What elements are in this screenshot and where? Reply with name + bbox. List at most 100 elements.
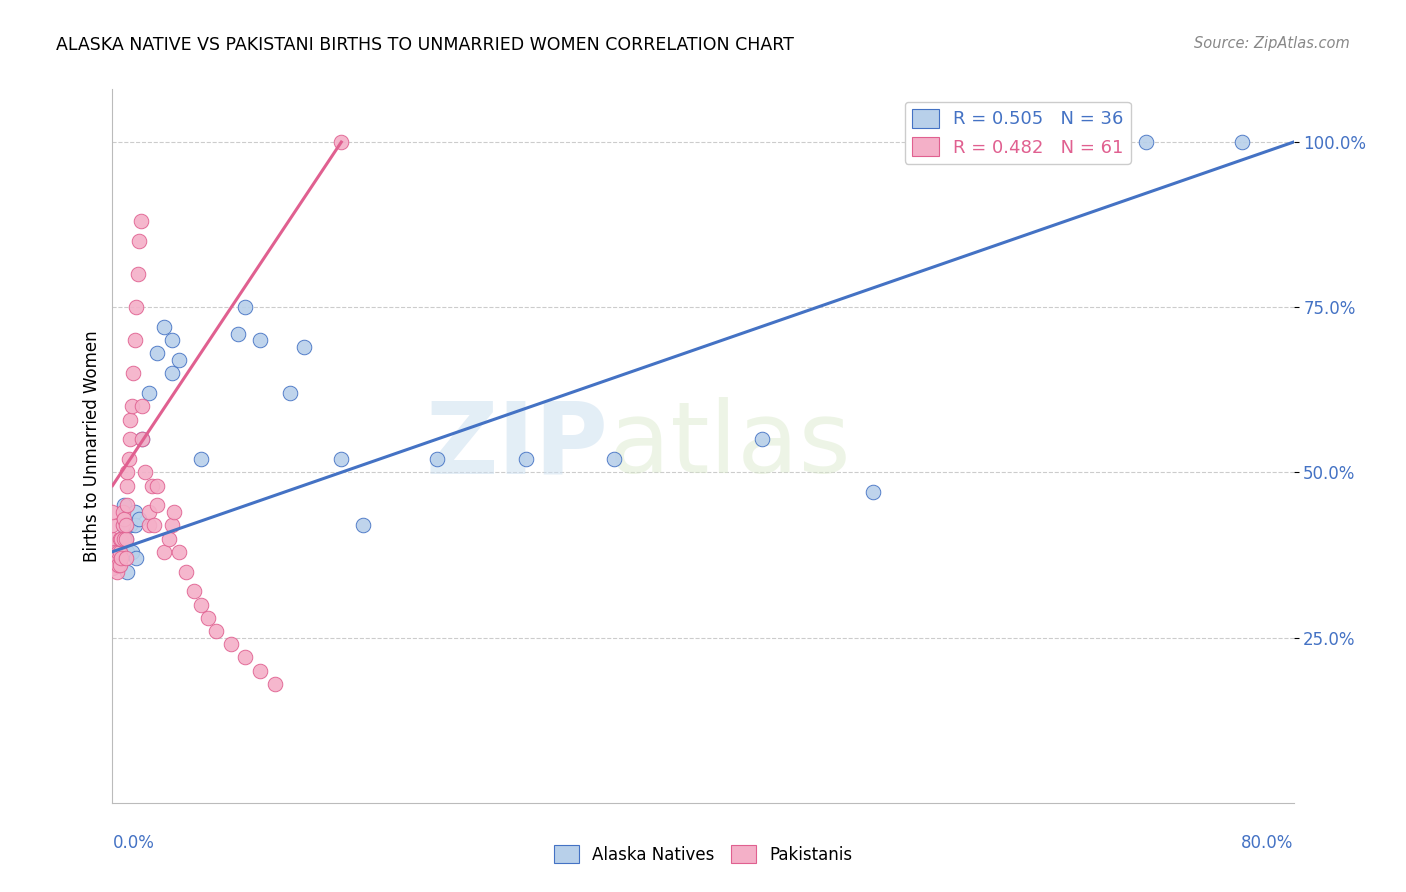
Point xyxy=(114,518,136,533)
Text: 0.0%: 0.0% xyxy=(112,834,155,852)
Point xyxy=(114,532,136,546)
Point xyxy=(190,452,212,467)
Point xyxy=(138,518,160,533)
Point xyxy=(114,551,136,566)
Point xyxy=(118,452,141,467)
Point xyxy=(111,505,134,519)
Point xyxy=(146,499,169,513)
Point xyxy=(160,518,183,533)
Point xyxy=(117,499,138,513)
Point xyxy=(128,234,150,248)
Point xyxy=(114,532,136,546)
Point xyxy=(264,677,287,691)
Point xyxy=(138,386,160,401)
Point xyxy=(219,637,242,651)
Point xyxy=(146,478,169,492)
Point xyxy=(205,624,228,638)
Point xyxy=(105,551,128,566)
Point xyxy=(163,505,186,519)
Point xyxy=(108,532,131,546)
Point xyxy=(131,400,153,414)
Text: Source: ZipAtlas.com: Source: ZipAtlas.com xyxy=(1194,36,1350,51)
Point xyxy=(352,518,374,533)
Point xyxy=(112,532,135,546)
Text: 80.0%: 80.0% xyxy=(1241,834,1294,852)
Point xyxy=(330,135,353,149)
Point xyxy=(190,598,212,612)
Point xyxy=(101,532,124,546)
Point xyxy=(278,386,301,401)
Point xyxy=(124,518,146,533)
Point xyxy=(101,561,124,575)
Point xyxy=(125,300,148,314)
Point xyxy=(292,340,315,354)
Point xyxy=(197,611,219,625)
Point xyxy=(121,545,143,559)
Point xyxy=(101,505,124,519)
Point xyxy=(134,466,156,480)
Point xyxy=(121,400,143,414)
Point xyxy=(128,511,150,525)
Legend: Alaska Natives, Pakistanis: Alaska Natives, Pakistanis xyxy=(547,838,859,871)
Point xyxy=(751,433,773,447)
Point xyxy=(146,346,169,360)
Point xyxy=(104,545,127,559)
Point xyxy=(107,558,129,572)
Point xyxy=(1230,135,1253,149)
Point xyxy=(233,300,256,314)
Point xyxy=(160,333,183,347)
Point xyxy=(249,333,271,347)
Point xyxy=(141,478,163,492)
Point xyxy=(117,565,138,579)
Point xyxy=(101,518,124,533)
Point xyxy=(183,584,205,599)
Point xyxy=(330,452,353,467)
Point xyxy=(131,433,153,447)
Point xyxy=(233,650,256,665)
Point xyxy=(167,353,190,368)
Point xyxy=(105,565,128,579)
Point xyxy=(603,452,626,467)
Legend: R = 0.505   N = 36, R = 0.482   N = 61: R = 0.505 N = 36, R = 0.482 N = 61 xyxy=(904,102,1130,164)
Point xyxy=(112,511,135,525)
Point xyxy=(104,555,127,569)
Point xyxy=(112,499,135,513)
Point xyxy=(1135,135,1157,149)
Point xyxy=(117,545,138,559)
Point xyxy=(120,518,142,533)
Point xyxy=(131,433,153,447)
Point xyxy=(124,333,146,347)
Point xyxy=(120,433,142,447)
Point xyxy=(226,326,249,341)
Point xyxy=(142,518,165,533)
Point xyxy=(110,532,132,546)
Point xyxy=(108,558,131,572)
Point xyxy=(153,545,176,559)
Point xyxy=(122,367,145,381)
Point xyxy=(426,452,449,467)
Point xyxy=(108,558,131,572)
Point xyxy=(101,545,124,559)
Point xyxy=(111,518,134,533)
Point xyxy=(157,532,180,546)
Point xyxy=(120,412,142,426)
Point xyxy=(124,505,146,519)
Y-axis label: Births to Unmarried Women: Births to Unmarried Women xyxy=(83,330,101,562)
Point xyxy=(101,561,124,575)
Text: ZIP: ZIP xyxy=(426,398,609,494)
Point xyxy=(153,320,176,334)
Text: ALASKA NATIVE VS PAKISTANI BIRTHS TO UNMARRIED WOMEN CORRELATION CHART: ALASKA NATIVE VS PAKISTANI BIRTHS TO UNM… xyxy=(56,36,794,54)
Point xyxy=(108,545,131,559)
Point xyxy=(862,485,884,500)
Point xyxy=(111,518,134,533)
Point xyxy=(110,551,132,566)
Point xyxy=(117,478,138,492)
Point xyxy=(107,545,129,559)
Point xyxy=(515,452,537,467)
Point xyxy=(249,664,271,678)
Point xyxy=(174,565,197,579)
Point xyxy=(125,551,148,566)
Point xyxy=(127,267,149,281)
Point xyxy=(117,466,138,480)
Point xyxy=(108,545,131,559)
